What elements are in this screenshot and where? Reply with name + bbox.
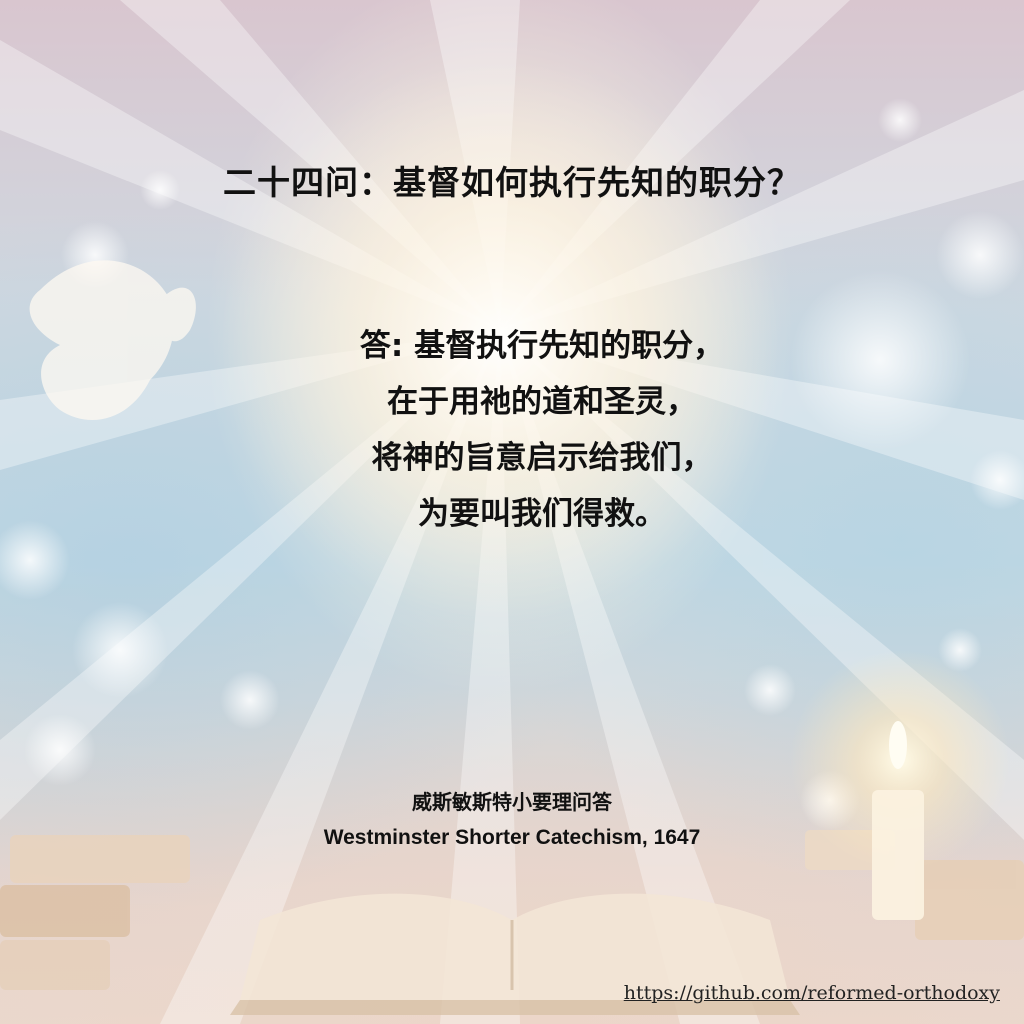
answer-line-2: 在于用祂的道和圣灵， bbox=[387, 384, 697, 420]
book-stack-left bbox=[0, 835, 190, 990]
dove-shape bbox=[29, 260, 196, 420]
github-link[interactable]: https://github.com/reformed-orthodoxy bbox=[623, 982, 1000, 1004]
answer-line-4: 为要叫我们得救。 bbox=[418, 496, 666, 532]
catechism-answer: 答: 基督执行先知的职分， 在于用祂的道和圣灵， 将神的旨意启示给我们， 为要叫… bbox=[30, 318, 1024, 542]
candle-shape bbox=[790, 650, 1010, 920]
open-book-shape bbox=[230, 893, 800, 1015]
source-title-chinese: 威斯敏斯特小要理问答 bbox=[412, 790, 612, 814]
answer-line-3: 将神的旨意启示给我们， bbox=[371, 440, 713, 476]
source-title-english: Westminster Shorter Catechism, 1647 bbox=[323, 826, 701, 849]
catechism-question: 二十四问：基督如何执行先知的职分？ bbox=[223, 163, 801, 202]
answer-line-1: 答: 基督执行先知的职分， bbox=[359, 328, 725, 364]
